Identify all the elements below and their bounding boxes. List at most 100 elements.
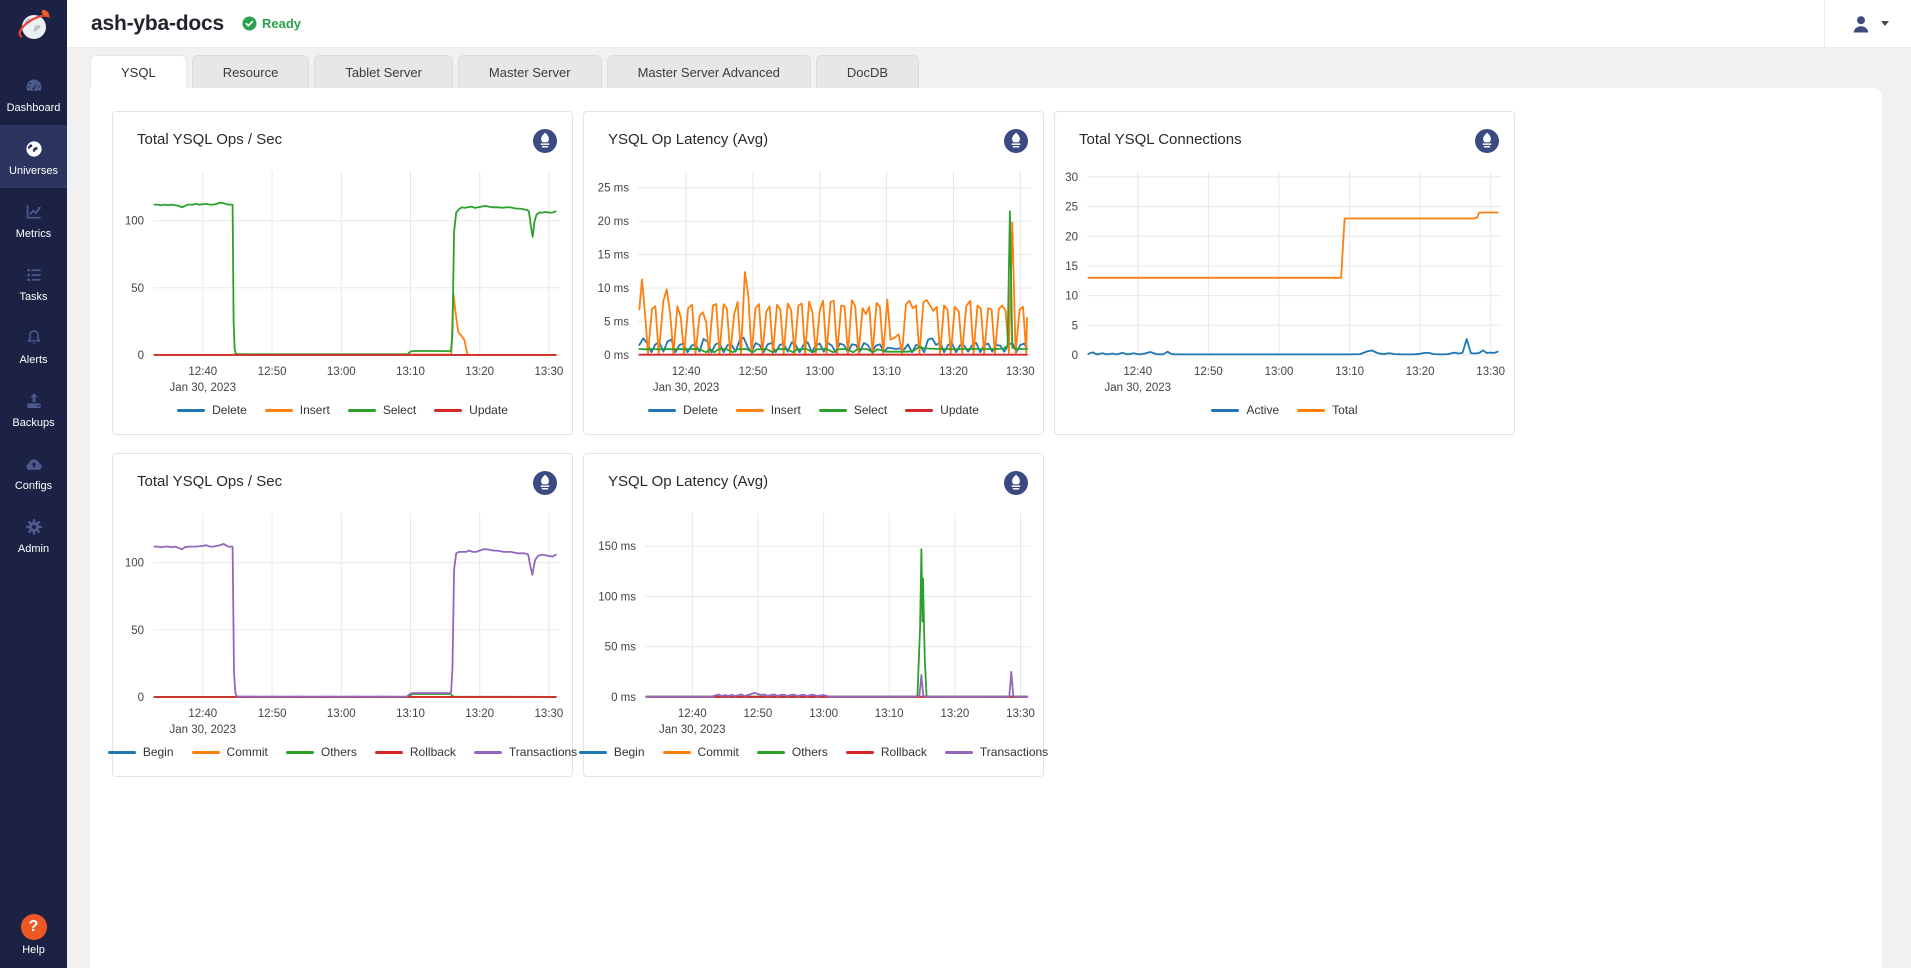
legend-item-total[interactable]: Total [1297, 403, 1357, 417]
legend-item-others[interactable]: Others [757, 745, 828, 759]
prometheus-icon[interactable] [1003, 470, 1029, 501]
svg-text:12:50: 12:50 [744, 708, 773, 720]
svg-text:Jan 30, 2023: Jan 30, 2023 [170, 724, 237, 736]
legend-line-swatch [1297, 409, 1325, 412]
legend-label: Transactions [980, 745, 1048, 759]
svg-text:Jan 30, 2023: Jan 30, 2023 [659, 724, 726, 736]
svg-text:13:30: 13:30 [1006, 708, 1035, 720]
chart-line-icon [23, 199, 45, 225]
upload-icon [23, 388, 45, 414]
legend-item-select[interactable]: Select [348, 403, 416, 417]
tab-resource[interactable]: Resource [192, 55, 310, 88]
gauge-icon [23, 73, 45, 99]
chart-legend: Delete Insert Select Update [584, 403, 1043, 417]
legend-item-active[interactable]: Active [1211, 403, 1279, 417]
svg-text:10 ms: 10 ms [598, 283, 630, 295]
legend-item-update[interactable]: Update [434, 403, 508, 417]
legend-label: Delete [683, 403, 718, 417]
legend-item-rollback[interactable]: Rollback [846, 745, 927, 759]
svg-text:20 ms: 20 ms [598, 216, 630, 228]
chart-legend: BeginCommitOthersRollbackTransactions [584, 745, 1043, 759]
svg-text:13:20: 13:20 [939, 366, 968, 378]
legend-item-delete[interactable]: Delete [177, 403, 247, 417]
svg-text:10: 10 [1065, 291, 1078, 303]
prometheus-icon[interactable] [532, 470, 558, 501]
sidebar-item-admin[interactable]: Admin [0, 503, 67, 566]
user-icon [1849, 12, 1873, 36]
legend-line-swatch [905, 409, 933, 412]
tab-master-server-advanced[interactable]: Master Server Advanced [607, 55, 811, 88]
svg-text:0: 0 [138, 350, 144, 362]
prometheus-icon[interactable] [532, 128, 558, 159]
sidebar-item-label: Admin [18, 543, 49, 555]
chart-card-total-ysql-ops: Total YSQL Ops / Sec 12:40Jan 30, 202312… [112, 111, 573, 435]
chart-plot[interactable]: 12:40Jan 30, 202312:5013:0013:1013:2013:… [584, 161, 1043, 403]
legend-item-others[interactable]: Others [286, 745, 357, 759]
charts-grid: Total YSQL Ops / Sec 12:40Jan 30, 202312… [90, 88, 1882, 777]
legend-item-commit[interactable]: Commit [192, 745, 268, 759]
legend-line-swatch [192, 751, 220, 754]
chart-card-total-ysql-ops-transactions: Total YSQL Ops / Sec 12:40Jan 30, 202312… [112, 453, 573, 777]
legend-item-insert[interactable]: Insert [265, 403, 330, 417]
legend-item-transactions[interactable]: Transactions [474, 745, 577, 759]
legend-item-insert[interactable]: Insert [736, 403, 801, 417]
chart-plot[interactable]: 12:40Jan 30, 202312:5013:0013:1013:2013:… [113, 503, 572, 745]
tab-master-server[interactable]: Master Server [458, 55, 602, 88]
sidebar-item-metrics[interactable]: Metrics [0, 188, 67, 251]
help-icon: ? [21, 914, 47, 940]
legend-item-begin[interactable]: Begin [108, 745, 174, 759]
legend-item-rollback[interactable]: Rollback [375, 745, 456, 759]
chart-plot[interactable]: 12:40Jan 30, 202312:5013:0013:1013:2013:… [113, 161, 572, 403]
globe-icon [23, 136, 45, 162]
chart-title: YSQL Op Latency (Avg) [608, 128, 768, 148]
status-badge: Ready [242, 16, 301, 31]
sidebar-item-alerts[interactable]: Alerts [0, 314, 67, 377]
user-menu[interactable] [1825, 12, 1911, 36]
svg-text:13:20: 13:20 [941, 708, 970, 720]
legend-label: Active [1246, 403, 1279, 417]
chart-plot[interactable]: 12:40Jan 30, 202312:5013:0013:1013:2013:… [584, 503, 1043, 745]
legend-item-commit[interactable]: Commit [663, 745, 739, 759]
sidebar-item-tasks[interactable]: Tasks [0, 251, 67, 314]
legend-label: Update [940, 403, 979, 417]
svg-text:13:30: 13:30 [535, 366, 564, 378]
tab-docdb[interactable]: DocDB [816, 55, 919, 88]
svg-text:13:30: 13:30 [1006, 366, 1035, 378]
chart-plot[interactable]: 12:40Jan 30, 202312:5013:0013:1013:2013:… [1055, 161, 1514, 403]
svg-text:100: 100 [125, 558, 144, 570]
sidebar-item-universes[interactable]: Universes [0, 125, 67, 188]
legend-item-select[interactable]: Select [819, 403, 887, 417]
svg-text:12:40: 12:40 [678, 708, 707, 720]
prometheus-icon[interactable] [1474, 128, 1500, 159]
yugabyte-logo[interactable] [0, 0, 67, 50]
svg-text:12:50: 12:50 [739, 366, 768, 378]
legend-line-swatch [945, 751, 973, 754]
svg-text:13:00: 13:00 [327, 708, 356, 720]
svg-text:0: 0 [138, 692, 144, 704]
svg-text:13:00: 13:00 [327, 366, 356, 378]
sidebar-item-help[interactable]: ? Help [0, 914, 67, 956]
sidebar-item-label: Alerts [19, 354, 47, 366]
bell-icon [23, 325, 45, 351]
svg-text:20: 20 [1065, 231, 1078, 243]
chart-title: Total YSQL Connections [1079, 128, 1242, 148]
tab-ysql[interactable]: YSQL [90, 55, 187, 88]
legend-line-swatch [757, 751, 785, 754]
legend-label: Transactions [509, 745, 577, 759]
sidebar-item-configs[interactable]: Configs [0, 440, 67, 503]
svg-text:0 ms: 0 ms [611, 692, 636, 704]
svg-text:13:10: 13:10 [1335, 366, 1364, 378]
sidebar-item-backups[interactable]: Backups [0, 377, 67, 440]
legend-item-update[interactable]: Update [905, 403, 979, 417]
tab-tablet-server[interactable]: Tablet Server [314, 55, 453, 88]
list-icon [23, 262, 45, 288]
sidebar-item-dashboard[interactable]: Dashboard [0, 62, 67, 125]
gear-icon [23, 514, 45, 540]
legend-item-delete[interactable]: Delete [648, 403, 718, 417]
sidebar-item-label: Universes [9, 165, 58, 177]
legend-item-transactions[interactable]: Transactions [945, 745, 1048, 759]
legend-label: Others [792, 745, 828, 759]
svg-text:50: 50 [131, 283, 144, 295]
legend-item-begin[interactable]: Begin [579, 745, 645, 759]
prometheus-icon[interactable] [1003, 128, 1029, 159]
